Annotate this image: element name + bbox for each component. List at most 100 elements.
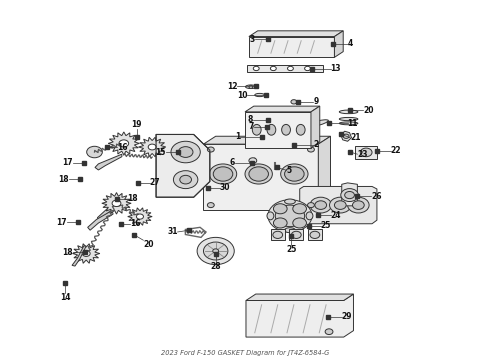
Polygon shape (318, 136, 331, 211)
Circle shape (343, 134, 349, 138)
Ellipse shape (285, 199, 295, 204)
Circle shape (245, 164, 272, 184)
Polygon shape (249, 37, 334, 57)
Ellipse shape (285, 228, 295, 233)
Polygon shape (128, 208, 152, 225)
Circle shape (171, 141, 200, 163)
Polygon shape (108, 132, 140, 155)
Circle shape (180, 175, 192, 184)
Polygon shape (311, 106, 320, 148)
Circle shape (213, 249, 219, 253)
Text: 1: 1 (235, 132, 240, 141)
Text: 15: 15 (155, 148, 166, 157)
Ellipse shape (267, 212, 274, 220)
Text: 16: 16 (130, 219, 141, 228)
Polygon shape (95, 154, 122, 170)
Bar (290, 229, 303, 240)
Circle shape (173, 171, 198, 189)
Text: 5: 5 (287, 166, 292, 175)
Circle shape (209, 164, 237, 184)
Circle shape (207, 147, 214, 152)
Circle shape (253, 66, 259, 71)
Polygon shape (249, 31, 343, 37)
Circle shape (334, 201, 346, 210)
Text: 7: 7 (248, 122, 254, 131)
Text: 3: 3 (249, 35, 255, 44)
Polygon shape (73, 244, 100, 263)
Polygon shape (203, 136, 331, 144)
Text: 19: 19 (131, 120, 142, 129)
Bar (271, 229, 285, 240)
Text: 23: 23 (357, 150, 368, 159)
Circle shape (285, 167, 304, 181)
Polygon shape (246, 294, 353, 337)
Circle shape (82, 251, 90, 256)
Text: 8: 8 (247, 115, 253, 124)
Polygon shape (247, 64, 323, 72)
Circle shape (249, 167, 269, 181)
Circle shape (292, 231, 301, 238)
Bar (261, 118, 270, 122)
Circle shape (197, 237, 234, 265)
Circle shape (213, 167, 233, 181)
Polygon shape (334, 31, 343, 57)
Circle shape (293, 204, 306, 214)
Text: 20: 20 (144, 240, 154, 249)
Ellipse shape (339, 122, 358, 125)
Text: 31: 31 (167, 228, 177, 237)
Text: 28: 28 (210, 262, 221, 271)
Text: 9: 9 (314, 97, 318, 106)
Circle shape (270, 66, 276, 71)
Circle shape (136, 214, 144, 219)
Text: 17: 17 (62, 158, 73, 167)
Ellipse shape (306, 212, 313, 220)
Circle shape (148, 144, 156, 150)
Circle shape (203, 242, 228, 260)
Text: 6: 6 (230, 158, 235, 167)
Polygon shape (102, 193, 131, 214)
Circle shape (178, 147, 193, 157)
Circle shape (360, 148, 372, 157)
Text: 12: 12 (227, 82, 237, 91)
Ellipse shape (245, 85, 256, 89)
Text: 25: 25 (321, 221, 331, 230)
Circle shape (249, 158, 257, 163)
Circle shape (310, 231, 320, 238)
Text: 2023 Ford F-150 GASKET Diagram for JT4Z-6584-G: 2023 Ford F-150 GASKET Diagram for JT4Z-… (161, 350, 329, 356)
Polygon shape (98, 201, 122, 221)
Circle shape (347, 197, 369, 213)
Circle shape (288, 66, 294, 71)
Circle shape (273, 204, 287, 214)
Circle shape (291, 100, 297, 104)
Text: 13: 13 (331, 64, 341, 73)
Circle shape (308, 203, 315, 208)
Text: 20: 20 (363, 105, 374, 114)
Text: 18: 18 (127, 194, 137, 203)
Text: 27: 27 (150, 178, 160, 187)
Text: 25: 25 (286, 244, 296, 253)
Circle shape (325, 329, 333, 334)
Circle shape (308, 147, 315, 152)
Polygon shape (139, 137, 166, 157)
Text: 17: 17 (56, 218, 67, 227)
Circle shape (275, 205, 305, 226)
Circle shape (268, 200, 312, 232)
Circle shape (119, 140, 129, 147)
Bar (355, 145, 377, 159)
Polygon shape (203, 144, 318, 211)
Text: 21: 21 (350, 133, 361, 142)
Circle shape (249, 85, 253, 88)
Ellipse shape (339, 117, 358, 121)
Circle shape (330, 197, 351, 213)
Text: 16: 16 (117, 143, 127, 152)
Text: 4: 4 (347, 39, 353, 48)
Polygon shape (300, 186, 377, 224)
Ellipse shape (255, 93, 265, 96)
Text: 26: 26 (371, 192, 382, 201)
Circle shape (207, 203, 214, 208)
Polygon shape (156, 134, 210, 197)
Polygon shape (245, 106, 320, 112)
Circle shape (315, 201, 327, 210)
Ellipse shape (306, 120, 328, 127)
Circle shape (281, 164, 308, 184)
